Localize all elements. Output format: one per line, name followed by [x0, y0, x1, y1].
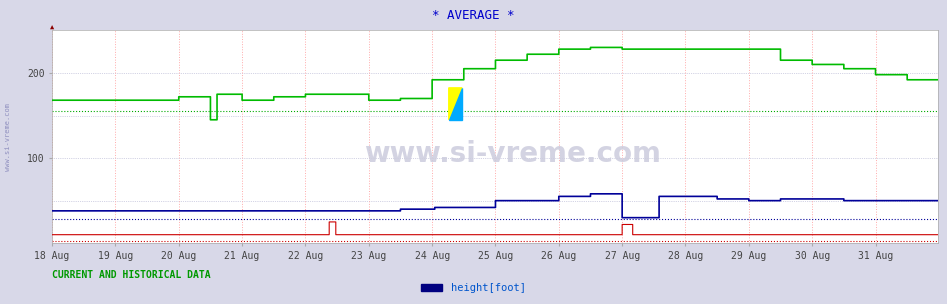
- Text: www.si-vreme.com: www.si-vreme.com: [5, 103, 10, 171]
- Text: ▲: ▲: [50, 24, 54, 30]
- Text: www.si-vreme.com: www.si-vreme.com: [364, 140, 661, 168]
- Text: * AVERAGE *: * AVERAGE *: [432, 9, 515, 22]
- Text: CURRENT AND HISTORICAL DATA: CURRENT AND HISTORICAL DATA: [52, 270, 211, 280]
- Legend: height[foot]: height[foot]: [418, 279, 529, 297]
- Polygon shape: [449, 88, 462, 120]
- Polygon shape: [449, 88, 462, 120]
